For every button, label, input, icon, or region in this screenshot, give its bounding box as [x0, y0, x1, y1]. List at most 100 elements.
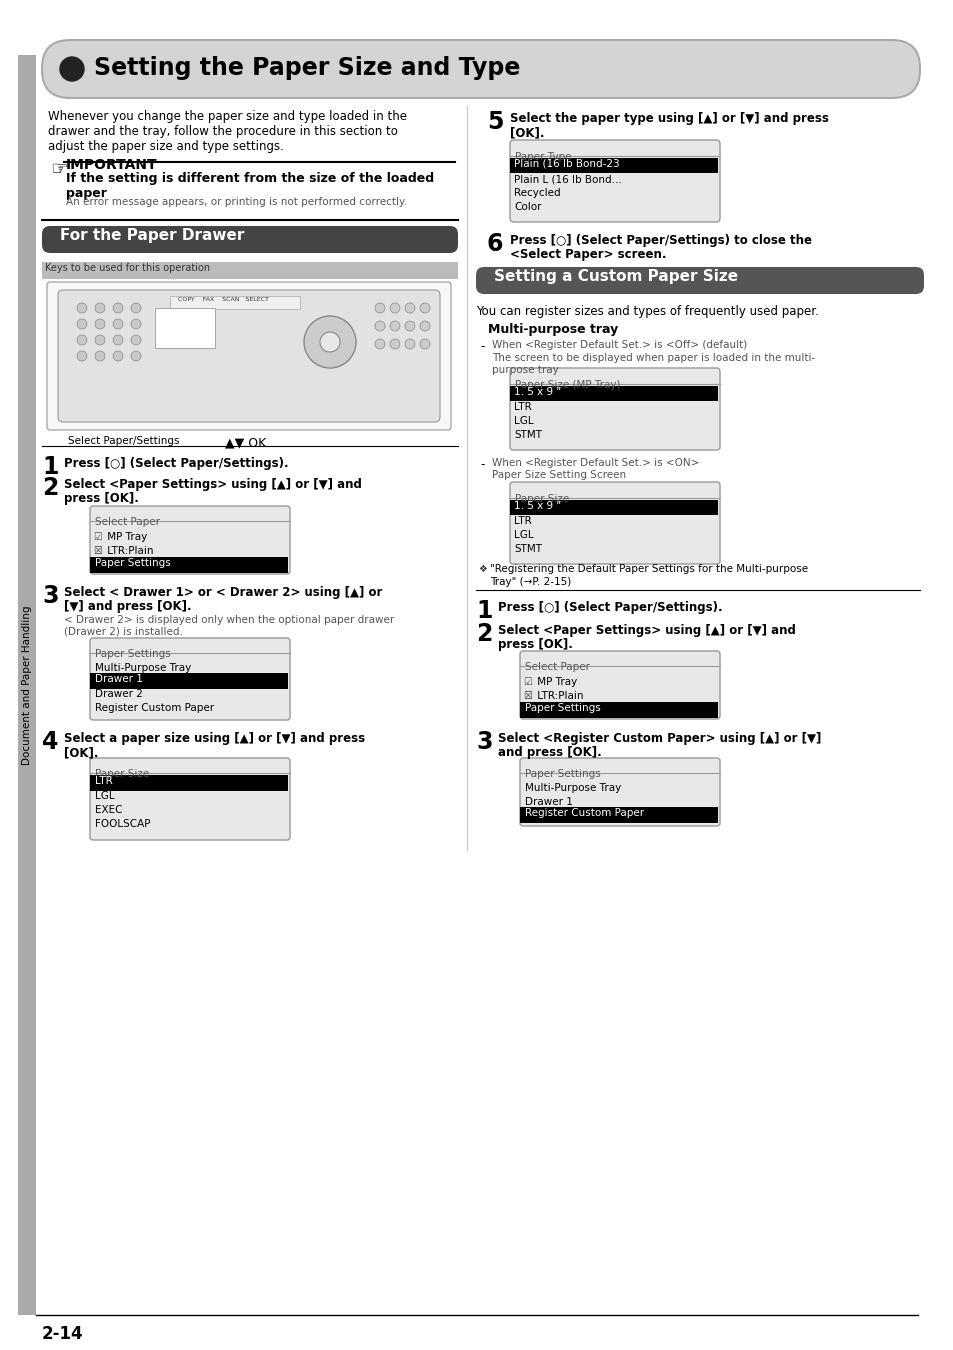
Circle shape: [390, 321, 399, 331]
Text: For the Paper Drawer: For the Paper Drawer: [60, 228, 244, 243]
Text: Drawer 1: Drawer 1: [95, 674, 143, 684]
Bar: [510, 158, 718, 173]
Circle shape: [304, 316, 355, 369]
Text: 1. 5 x 9 ": 1. 5 x 9 ": [514, 501, 560, 512]
Text: <Select Paper> screen.: <Select Paper> screen.: [510, 248, 666, 261]
Text: Multi-purpose tray: Multi-purpose tray: [488, 323, 618, 336]
Circle shape: [375, 302, 385, 313]
Text: press [OK].: press [OK].: [497, 639, 572, 651]
FancyBboxPatch shape: [90, 757, 290, 840]
Text: Multi-Purpose Tray: Multi-Purpose Tray: [524, 783, 620, 792]
Text: Tray" (→P. 2-15): Tray" (→P. 2-15): [490, 576, 571, 587]
Text: Select <Paper Settings> using [▲] or [▼] and: Select <Paper Settings> using [▲] or [▼]…: [497, 624, 795, 637]
FancyBboxPatch shape: [510, 140, 720, 221]
Text: LTR: LTR: [514, 516, 531, 526]
Circle shape: [112, 319, 123, 329]
Circle shape: [131, 335, 141, 346]
Text: Whenever you change the paper size and type loaded in the
drawer and the tray, f: Whenever you change the paper size and t…: [48, 109, 407, 153]
Text: 4: 4: [42, 730, 58, 755]
Text: ☞: ☞: [50, 161, 68, 180]
Text: Keys to be used for this operation: Keys to be used for this operation: [45, 263, 210, 273]
Bar: [154, 308, 214, 348]
FancyBboxPatch shape: [58, 290, 439, 423]
Text: LTR:Plain: LTR:Plain: [104, 545, 153, 556]
Circle shape: [375, 321, 385, 331]
Circle shape: [131, 319, 141, 329]
Bar: [519, 807, 718, 824]
Circle shape: [77, 302, 87, 313]
Text: 1: 1: [42, 455, 58, 479]
Text: When <Register Default Set.> is <Off> (default): When <Register Default Set.> is <Off> (d…: [492, 340, 746, 350]
Text: When <Register Default Set.> is <ON>: When <Register Default Set.> is <ON>: [492, 458, 699, 468]
Text: An error message appears, or printing is not performed correctly.: An error message appears, or printing is…: [66, 197, 407, 207]
Text: Register Custom Paper: Register Custom Paper: [95, 703, 213, 713]
Text: Paper Size (MP Tray): Paper Size (MP Tray): [515, 379, 619, 390]
Text: Paper Size: Paper Size: [515, 494, 569, 504]
Text: Select <Paper Settings> using [▲] or [▼] and: Select <Paper Settings> using [▲] or [▼]…: [64, 478, 361, 491]
Circle shape: [419, 321, 430, 331]
Circle shape: [77, 319, 87, 329]
Bar: [510, 500, 718, 514]
Text: FOOLSCAP: FOOLSCAP: [95, 819, 151, 829]
Text: press [OK].: press [OK].: [64, 491, 139, 505]
Text: Register Custom Paper: Register Custom Paper: [524, 809, 643, 818]
Text: [OK].: [OK].: [64, 747, 98, 759]
Circle shape: [112, 335, 123, 346]
Text: Document and Paper Handling: Document and Paper Handling: [22, 605, 32, 764]
FancyBboxPatch shape: [90, 506, 290, 574]
Circle shape: [405, 302, 415, 313]
Circle shape: [131, 302, 141, 313]
Text: Paper Settings: Paper Settings: [95, 649, 171, 659]
Text: Plain (16 lb Bond-23: Plain (16 lb Bond-23: [514, 159, 619, 169]
Text: Setting a Custom Paper Size: Setting a Custom Paper Size: [494, 269, 738, 284]
FancyBboxPatch shape: [90, 639, 290, 720]
Circle shape: [390, 302, 399, 313]
Text: COPY    FAX    SCAN   SELECT: COPY FAX SCAN SELECT: [178, 297, 269, 302]
Bar: [510, 386, 718, 401]
Text: 2: 2: [476, 622, 492, 647]
Circle shape: [95, 302, 105, 313]
Text: Multi-Purpose Tray: Multi-Purpose Tray: [95, 663, 191, 674]
Text: Press [○] (Select Paper/Settings).: Press [○] (Select Paper/Settings).: [497, 601, 721, 614]
Text: ▲▼ OK: ▲▼ OK: [225, 436, 266, 450]
Text: Select a paper size using [▲] or [▼] and press: Select a paper size using [▲] or [▼] and…: [64, 732, 365, 745]
Text: LTR: LTR: [514, 402, 531, 412]
Text: Select Paper: Select Paper: [95, 517, 160, 526]
Circle shape: [131, 351, 141, 360]
Text: ☑: ☑: [92, 532, 102, 541]
Text: If the setting is different from the size of the loaded
paper: If the setting is different from the siz…: [66, 171, 434, 200]
Text: ☒: ☒: [92, 545, 102, 556]
Text: -: -: [479, 458, 484, 471]
Text: Select Paper: Select Paper: [524, 662, 589, 672]
Text: Paper Size Setting Screen: Paper Size Setting Screen: [492, 470, 625, 481]
Circle shape: [77, 351, 87, 360]
Circle shape: [319, 332, 339, 352]
Text: Press [○] (Select Paper/Settings) to close the: Press [○] (Select Paper/Settings) to clo…: [510, 234, 811, 247]
Text: 1: 1: [476, 599, 492, 622]
Circle shape: [95, 319, 105, 329]
Text: IMPORTANT: IMPORTANT: [66, 158, 157, 171]
Text: ☒: ☒: [522, 691, 531, 701]
Text: EXEC: EXEC: [95, 805, 122, 815]
FancyBboxPatch shape: [42, 225, 457, 252]
Circle shape: [60, 57, 84, 81]
Text: MP Tray: MP Tray: [104, 532, 147, 541]
Text: 3: 3: [42, 585, 58, 608]
Text: STMT: STMT: [514, 431, 541, 440]
FancyBboxPatch shape: [42, 40, 919, 99]
Text: Paper Settings: Paper Settings: [95, 558, 171, 568]
Bar: [90, 558, 288, 572]
Text: LTR:Plain: LTR:Plain: [534, 691, 583, 701]
FancyBboxPatch shape: [519, 651, 720, 720]
Circle shape: [405, 321, 415, 331]
Bar: [170, 296, 299, 309]
Text: "Registering the Default Paper Settings for the Multi-purpose: "Registering the Default Paper Settings …: [490, 564, 807, 574]
Text: Drawer 1: Drawer 1: [524, 796, 572, 807]
Text: Plain L (16 lb Bond...: Plain L (16 lb Bond...: [514, 174, 621, 184]
Text: The screen to be displayed when paper is loaded in the multi-
purpose tray: The screen to be displayed when paper is…: [492, 352, 815, 374]
Text: [OK].: [OK].: [510, 126, 544, 139]
Text: Press [○] (Select Paper/Settings).: Press [○] (Select Paper/Settings).: [64, 458, 289, 470]
Text: and press [OK].: and press [OK].: [497, 747, 601, 759]
Text: LGL: LGL: [95, 791, 114, 801]
Text: LTR: LTR: [95, 776, 112, 786]
